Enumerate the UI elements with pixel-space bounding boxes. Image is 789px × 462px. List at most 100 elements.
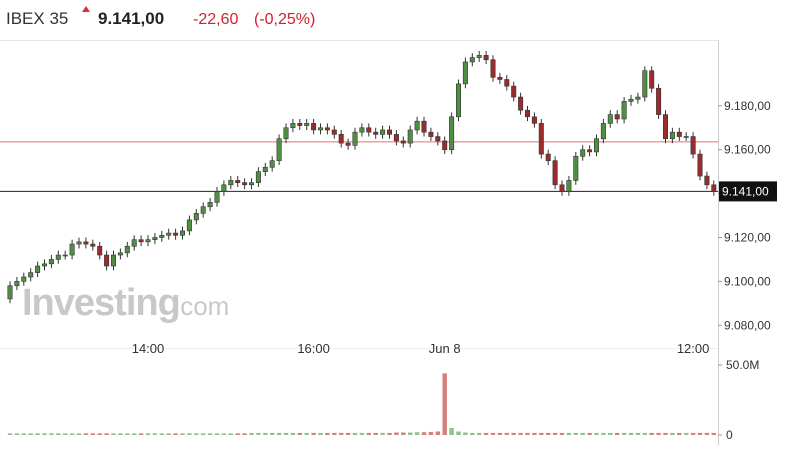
volume-bar [677,432,682,435]
y-tick-label: 9.100,00 [724,274,771,288]
candle-body [124,245,130,254]
x-tick-label: 14:00 [132,341,165,356]
volume-bar [559,432,565,435]
volume-bar [7,433,13,435]
candle-body [393,134,399,142]
candle-body [62,254,68,257]
volume-bar [608,432,613,435]
candle-body [497,77,503,80]
volume-bar [628,432,634,435]
candle-body [607,114,613,124]
volume-bar [642,432,647,435]
volume-bar [573,432,578,435]
candle-body [111,254,117,267]
candle-body [455,83,461,118]
candle-body [131,239,137,247]
x-tick-label: 12:00 [677,341,710,356]
volume-bar [414,432,420,435]
candle-body [628,98,634,102]
candle-body [476,55,482,58]
volume-bar [449,428,454,435]
chart-title: IBEX 35 [6,9,68,28]
volume-bar [401,432,406,435]
candle-body [21,276,27,282]
y-tick-label: 9.080,00 [724,318,771,332]
volume-bar [352,432,358,435]
candle-body [669,131,675,140]
candle-body [331,129,337,135]
volume-bar [304,432,309,435]
volume-bar [290,432,296,435]
volume-bar [256,432,261,435]
candle-body [14,281,20,287]
volume-bar [221,433,227,435]
volume-bar [35,433,40,435]
candle-body [97,245,103,256]
volume-bar [394,432,399,435]
candle-body [173,232,179,236]
volume-bar [380,432,385,435]
candle-body [518,96,524,111]
candle-body [649,70,655,89]
candle-body [580,149,586,157]
candle-body [145,239,151,243]
watermark: Investing [22,282,180,324]
volume-bar [408,432,413,435]
candle-body [683,136,689,138]
volume-bar [207,433,213,435]
candle-body [373,131,379,135]
volume-bar [470,432,475,435]
candle-body [573,155,579,181]
volume-bar [456,431,461,435]
candle-body [635,96,641,100]
volume-bar [615,432,620,435]
volume-bar [552,432,558,435]
candle-body [90,243,96,247]
volume-bar [332,432,337,435]
volume-bar [594,432,599,435]
candle-body [159,234,165,238]
candle-body [166,232,172,236]
candle-body [242,182,248,186]
volume-bar [249,432,254,435]
volume-bar [69,433,75,435]
candle-body [324,127,330,131]
candle-body [400,140,406,144]
watermark-suffix: .com [173,291,229,321]
volume-bar [173,433,178,435]
volume-bar [697,432,703,435]
candle-body [221,184,227,192]
volume-bar [566,432,572,435]
candle-body [386,129,392,135]
candle-body [55,254,61,260]
candle-body [380,129,386,135]
volume-bar [490,432,496,435]
volume-bar [56,433,61,435]
candle-body [711,184,717,192]
x-tick-label: Jun 8 [429,341,461,356]
candle-body [704,175,710,186]
volume-tick-label: 0 [726,428,733,442]
candle-body [545,153,551,161]
volume-bar [76,433,82,435]
volume-bar [283,432,289,435]
volume-bar [373,432,378,435]
volume-bar [421,432,427,435]
candle-body [207,202,213,208]
candle-body [193,213,199,221]
volume-bar [138,433,144,435]
candle-body [290,123,296,129]
candle-body [180,230,186,236]
volume-bar [483,432,489,435]
candle-body [531,116,537,124]
volume-bar [525,432,530,435]
candle-body [359,127,365,133]
candle-body [656,87,662,115]
volume-bar [621,432,627,435]
candle-body [345,142,351,146]
candle-body [587,149,593,153]
volume-tick-label: 50.0M [726,358,759,372]
last-price: 9.141,00 [98,9,164,28]
volume-bar [518,432,523,435]
candle-body [83,241,89,245]
